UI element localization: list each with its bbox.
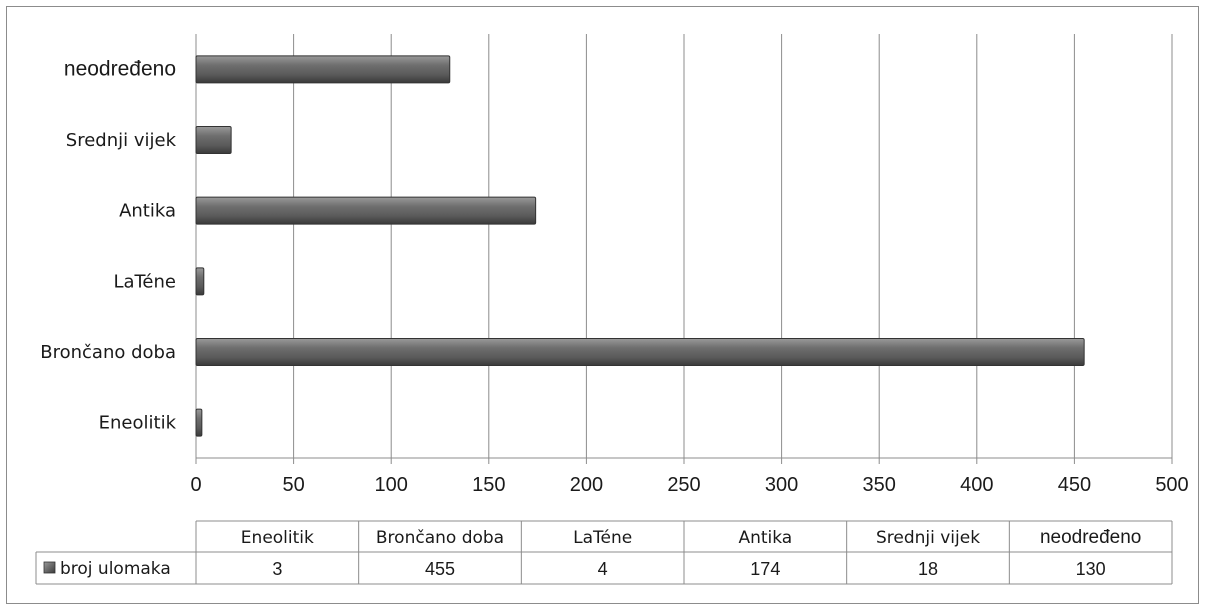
x-tick-label-200: 200 — [570, 474, 603, 496]
legend-key-swatch — [43, 561, 56, 574]
table-value-0: 3 — [272, 559, 282, 579]
bar-1 — [195, 338, 1085, 366]
chart-frame — [6, 6, 1199, 604]
bar-2 — [195, 267, 205, 296]
bar-3 — [195, 196, 537, 225]
category-label-3: Antika — [119, 201, 176, 222]
table-value-4: 18 — [918, 559, 938, 579]
category-label-0: Eneolitik — [99, 413, 177, 434]
table-header-0: Eneolitik — [241, 528, 314, 548]
table-value-5: 130 — [1076, 559, 1106, 579]
x-tick-label-0: 0 — [190, 474, 201, 496]
x-tick-label-150: 150 — [472, 474, 505, 496]
bar-0 — [195, 408, 203, 437]
table-header-2: LaTéne — [573, 528, 632, 548]
table-value-3: 174 — [750, 559, 780, 579]
table-value-1: 455 — [425, 559, 455, 579]
x-tick-label-500: 500 — [1155, 474, 1188, 496]
bar-5 — [195, 55, 451, 84]
table-value-2: 4 — [598, 559, 608, 579]
x-tick-label-300: 300 — [765, 474, 798, 496]
category-label-1: Brončano doba — [40, 342, 176, 363]
x-tick-label-250: 250 — [667, 474, 700, 496]
x-tick-label-50: 50 — [282, 474, 304, 496]
x-tick-label-350: 350 — [863, 474, 896, 496]
category-label-4: Srednji vijek — [66, 130, 177, 151]
category-label-5: neodređeno — [64, 57, 176, 80]
x-tick-label-450: 450 — [1058, 474, 1091, 496]
table-header-5: neodređeno — [1040, 527, 1141, 548]
legend-series-name: broj ulomaka — [60, 559, 171, 579]
bar-4 — [195, 126, 232, 154]
table-header-1: Brončano doba — [376, 528, 504, 548]
x-tick-label-100: 100 — [375, 474, 408, 496]
table-header-4: Srednji vijek — [876, 528, 980, 548]
x-tick-label-400: 400 — [960, 474, 993, 496]
category-label-2: LaTéne — [113, 271, 176, 292]
table-header-3: Antika — [738, 528, 792, 548]
